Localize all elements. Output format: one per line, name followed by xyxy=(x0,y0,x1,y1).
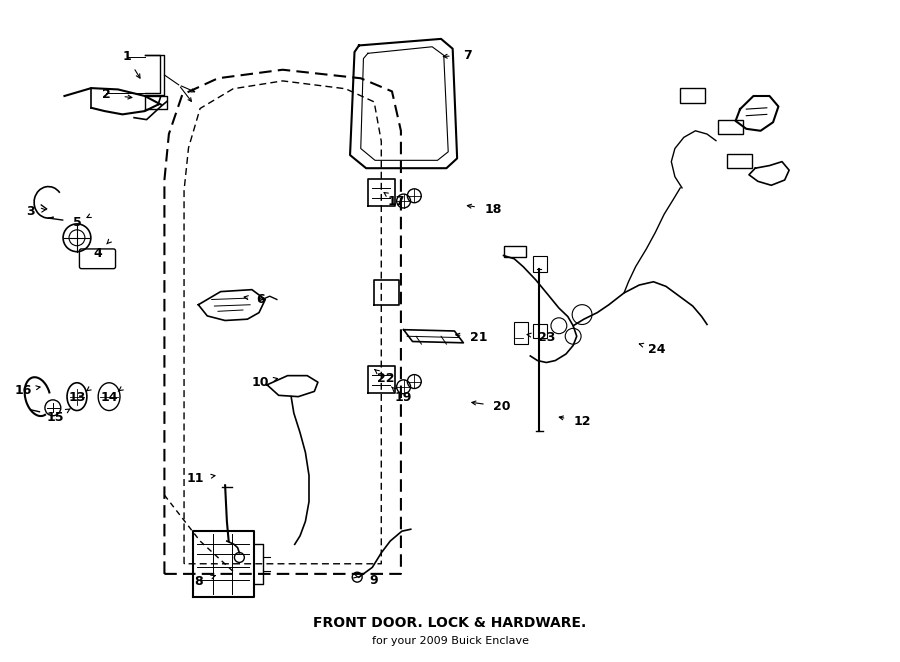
Bar xyxy=(717,120,742,134)
Text: FRONT DOOR. LOCK & HARDWARE.: FRONT DOOR. LOCK & HARDWARE. xyxy=(313,616,587,630)
Text: 21: 21 xyxy=(470,331,487,344)
Text: 3: 3 xyxy=(26,205,35,218)
Bar xyxy=(503,246,526,258)
Text: 8: 8 xyxy=(194,575,202,589)
Text: 14: 14 xyxy=(100,391,118,404)
Bar xyxy=(726,154,752,168)
Text: 6: 6 xyxy=(256,293,266,306)
Bar xyxy=(514,322,528,344)
Text: 16: 16 xyxy=(14,383,32,397)
Text: 4: 4 xyxy=(93,247,102,260)
Text: 5: 5 xyxy=(73,216,81,229)
Text: 2: 2 xyxy=(102,88,111,101)
Text: for your 2009 Buick Enclave: for your 2009 Buick Enclave xyxy=(372,636,528,646)
Text: 15: 15 xyxy=(47,411,64,424)
Text: 7: 7 xyxy=(464,49,472,62)
Text: 10: 10 xyxy=(252,376,270,389)
Text: 1: 1 xyxy=(122,50,131,63)
Bar xyxy=(533,324,547,338)
Text: 11: 11 xyxy=(187,472,204,485)
Text: 19: 19 xyxy=(395,391,412,404)
Text: 12: 12 xyxy=(573,415,590,428)
Text: 17: 17 xyxy=(388,195,405,207)
Text: 22: 22 xyxy=(377,372,394,385)
Text: 18: 18 xyxy=(484,203,501,216)
Bar xyxy=(680,88,706,103)
Text: 20: 20 xyxy=(493,400,510,413)
Text: 23: 23 xyxy=(537,331,555,344)
Text: 13: 13 xyxy=(68,391,86,404)
Bar xyxy=(533,256,547,272)
Text: 9: 9 xyxy=(370,574,379,587)
Text: 24: 24 xyxy=(648,343,666,356)
